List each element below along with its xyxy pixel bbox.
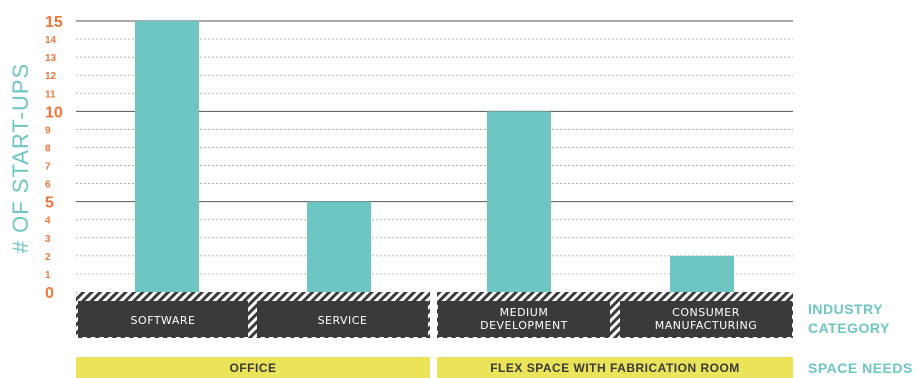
y-tick-minor: 6 [45,180,51,191]
bar [307,201,371,292]
category-label: SERVICE [318,314,368,327]
side-labels: INDUSTRY CATEGORY SPACE NEEDS [808,301,913,376]
category-label: MEDIUM [500,306,549,319]
group-band: OFFICE FLEX SPACE WITH FABRICATION ROOM [76,357,793,378]
category-label: CONSUMER [672,306,740,319]
y-tick-minor: 9 [45,125,51,136]
y-tick-major: 15 [45,14,63,31]
y-tick-major: 10 [45,104,63,121]
group-label: FLEX SPACE WITH FABRICATION ROOM [490,361,740,375]
bar [487,111,551,292]
bar [135,21,199,292]
y-axis-label: # OF START-UPS [8,63,33,253]
category-box [620,301,792,337]
y-tick-minor: 14 [45,35,57,46]
bar [670,255,734,292]
y-tick-minor: 11 [45,89,56,100]
y-tick-minor: 1 [45,270,51,281]
category-label: DEVELOPMENT [480,319,568,332]
category-box [78,301,248,337]
y-tick-minor: 2 [45,252,51,263]
y-tick-minor: 13 [45,53,57,64]
space-needs-label: SPACE NEEDS [808,360,913,376]
category-box [257,301,428,337]
category-box [438,301,610,337]
bars [135,21,734,292]
y-tick-major: 0 [45,285,54,302]
group-box [437,357,793,378]
y-tick-minor: 7 [45,162,51,173]
y-tick-minor: 3 [45,234,51,245]
group-box [76,357,430,378]
y-tick-minor: 12 [45,71,57,82]
group-label: OFFICE [230,361,277,375]
category-label: MANUFACTURING [655,319,758,332]
industry-category-label: CATEGORY [808,320,890,336]
y-tick-minor: 8 [45,143,51,154]
y-tick-major: 5 [45,195,54,212]
industry-category-label: INDUSTRY [808,301,883,317]
category-label: SOFTWARE [131,314,196,327]
y-tick-minor: 4 [45,216,51,227]
